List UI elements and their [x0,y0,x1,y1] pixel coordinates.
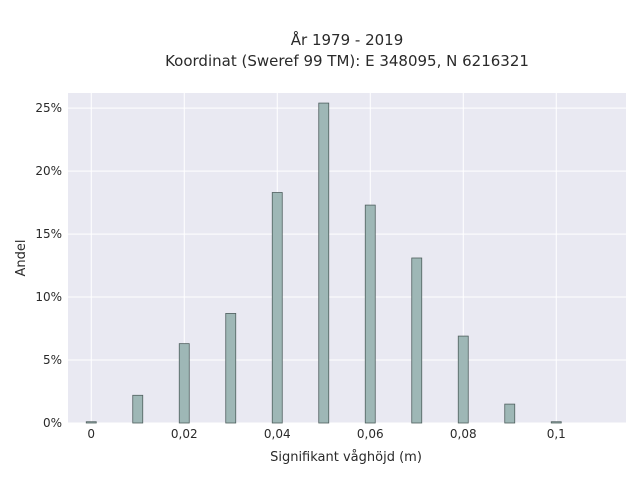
chart-title-line-2: Koordinat (Sweref 99 TM): E 348095, N 62… [165,52,529,70]
bar-6 [364,204,376,424]
x-tick-label-5: 0,1 [547,427,566,441]
x-tick-label-1: 0,02 [171,427,198,441]
y-tick-label-4: 20% [35,164,62,178]
bar-5 [318,102,330,424]
bar-4 [271,192,283,424]
bar-7 [411,257,423,424]
y-tick-label-0: 0% [43,416,62,430]
y-tick-label-3: 15% [35,227,62,241]
bar-1 [132,394,144,424]
plot-area [68,93,626,423]
y-axis-title: Andel [14,240,29,277]
x-axis-title: Signifikant våghöjd (m) [270,450,422,465]
bar-9 [504,403,516,424]
bar-3 [225,313,237,424]
x-tick-label-3: 0,06 [357,427,384,441]
x-tick-label-2: 0,04 [264,427,291,441]
bars [85,102,562,424]
bar-10 [550,421,562,424]
y-tick-label-2: 10% [35,290,62,304]
bar-8 [457,335,469,424]
chart-title-line-1: År 1979 - 2019 [291,30,404,49]
x-tick-label-4: 0,08 [450,427,477,441]
grid [68,93,626,424]
x-tick-label-0: 0 [87,427,95,441]
y-tick-label-5: 25% [35,101,62,115]
tick-labels: 0 0,02 0,04 0,06 0,08 0,1 0% 5% 10% 15% 20% 25% [35,101,565,441]
bar-0 [85,421,97,424]
bar-2 [178,343,190,424]
y-tick-label-1: 5% [43,353,62,367]
